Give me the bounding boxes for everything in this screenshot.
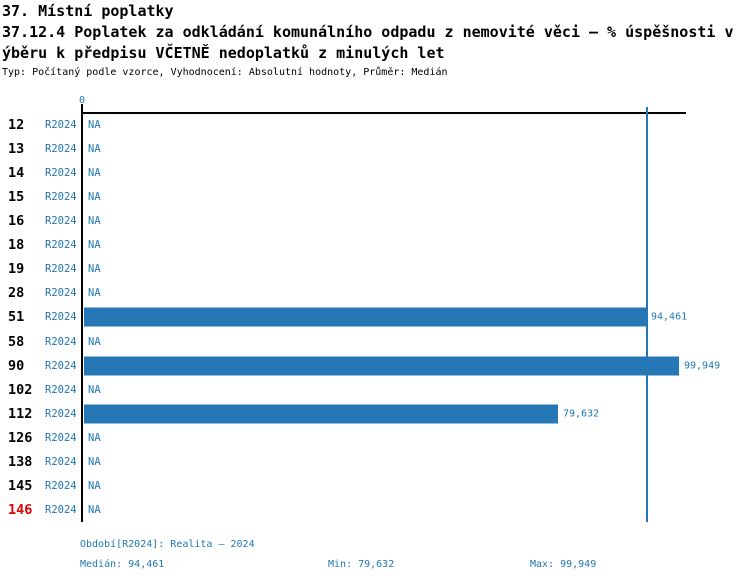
row-id-label: 15 [8,189,25,206]
row-period-label: R2024 [45,335,77,348]
row-id-label: 58 [8,333,25,350]
row-id-label: 28 [8,285,25,302]
row-period-label: R2024 [45,359,77,372]
row-id-label: 12 [8,117,25,134]
chart-row: 28 R2024 NA [0,281,750,305]
row-id-label: 14 [8,165,25,182]
row-period-label: R2024 [45,311,77,324]
x-axis-line [81,112,686,114]
chart-row: 51 R2024 94,461 [0,305,750,329]
y-axis-line [81,104,83,522]
chart-row: 102 R2024 NA [0,378,750,402]
bar-value-label: 99,949 [684,360,721,372]
chart-row: 15 R2024 NA [0,185,750,209]
row-period-label: R2024 [45,287,77,300]
chart-row: 112 R2024 79,632 [0,402,750,426]
chart-row: 90 R2024 99,949 [0,354,750,378]
row-id-label: 16 [8,213,25,230]
row-id-label: 146 [8,501,33,518]
row-id-label: 90 [8,357,25,374]
chart-row: 12 R2024 NA [0,113,750,137]
row-period-label: R2024 [45,431,77,444]
footer-max: Max: 99,949 [530,559,597,570]
indicator-title-line2: ýběru k předpisu VČETNĚ nedoplatků z min… [2,44,445,62]
chart-row: 145 R2024 NA [0,474,750,498]
row-period-label: R2024 [45,119,77,132]
row-na-label: NA [88,383,101,396]
chart-row: 18 R2024 NA [0,233,750,257]
row-id-label: 126 [8,429,33,446]
row-na-label: NA [88,431,101,444]
row-id-label: 13 [8,141,25,158]
row-period-label: R2024 [45,503,77,516]
bar-value-label: 79,632 [563,408,600,420]
row-id-label: 138 [8,453,33,470]
row-id-label: 18 [8,237,25,254]
row-period-label: R2024 [45,479,77,492]
row-period-label: R2024 [45,263,77,276]
row-period-label: R2024 [45,167,77,180]
row-na-label: NA [88,263,101,276]
footer-period-info: Období[R2024]: Realita – 2024 [80,539,255,550]
median-marker-line [646,107,648,522]
row-id-label: 19 [8,261,25,278]
row-na-label: NA [88,239,101,252]
chart-row: 58 R2024 NA [0,330,750,354]
row-id-label: 51 [8,309,25,326]
chart-row: 14 R2024 NA [0,161,750,185]
bar-value-label: 94,461 [651,311,688,323]
row-period-label: R2024 [45,407,77,420]
row-id-label: 102 [8,381,33,398]
value-bar [84,356,679,376]
row-na-label: NA [88,455,101,468]
value-bar [84,404,558,424]
footer-median: Medián: 94,461 [80,559,165,570]
indicator-meta-line: Typ: Počítaný podle vzorce, Vyhodnocení:… [2,67,448,78]
indicator-title-line1: 37.12.4 Poplatek za odkládání komunálníh… [2,23,734,41]
row-id-label: 145 [8,477,33,494]
row-period-label: R2024 [45,215,77,228]
row-na-label: NA [88,503,101,516]
chart-row: 126 R2024 NA [0,426,750,450]
row-na-label: NA [88,335,101,348]
footer-min: Min: 79,632 [328,559,395,570]
chart-row: 146 R2024 NA [0,498,750,522]
row-na-label: NA [88,287,101,300]
row-na-label: NA [88,479,101,492]
row-na-label: NA [88,143,101,156]
row-id-label: 112 [8,405,33,422]
row-na-label: NA [88,167,101,180]
value-bar [84,307,646,327]
row-period-label: R2024 [45,383,77,396]
chart-row: 13 R2024 NA [0,137,750,161]
chart-row: 16 R2024 NA [0,209,750,233]
chart-row: 138 R2024 NA [0,450,750,474]
row-period-label: R2024 [45,239,77,252]
chart-row: 19 R2024 NA [0,257,750,281]
row-period-label: R2024 [45,455,77,468]
row-na-label: NA [88,119,101,132]
row-na-label: NA [88,215,101,228]
row-period-label: R2024 [45,191,77,204]
row-na-label: NA [88,191,101,204]
section-title: 37. Místní poplatky [2,2,174,20]
x-axis-zero-label: 0 [78,95,86,106]
row-period-label: R2024 [45,143,77,156]
